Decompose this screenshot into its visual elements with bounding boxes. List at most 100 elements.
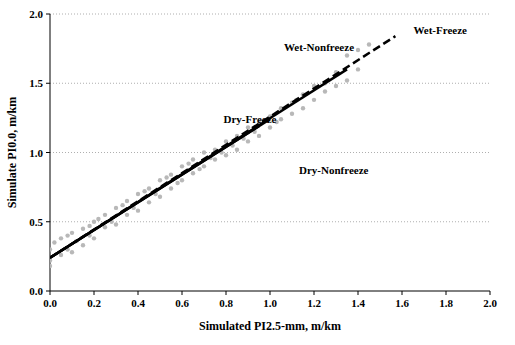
scatter-point — [323, 89, 327, 93]
x-tick — [226, 291, 227, 295]
scatter-point — [312, 98, 316, 102]
x-tick — [490, 291, 491, 295]
x-tick — [402, 291, 403, 295]
scatter-point — [136, 192, 140, 196]
fit-line — [50, 36, 395, 258]
y-tick — [46, 152, 50, 153]
scatter-point — [164, 175, 168, 179]
x-tick — [182, 291, 183, 295]
scatter-point — [301, 106, 305, 110]
y-tick-label: 0.5 — [29, 216, 43, 228]
scatter-point — [147, 200, 151, 204]
grid-line — [50, 152, 490, 153]
y-tick-label: 2.0 — [29, 8, 43, 20]
x-tick-label: 0.0 — [43, 297, 57, 309]
scatter-point — [202, 150, 206, 154]
scatter-point — [169, 186, 173, 190]
scatter-point — [92, 236, 96, 240]
scatter-point — [52, 240, 56, 244]
scatter-point — [125, 199, 129, 203]
series-label: Dry-Nonfreeze — [299, 164, 369, 176]
scatter-point — [279, 117, 283, 121]
x-tick-label: 1.2 — [307, 297, 321, 309]
x-axis-label: Simulated PI2.5-mm, m/km — [199, 319, 341, 333]
y-tick-label: 1.5 — [29, 77, 43, 89]
x-tick-label: 1.0 — [263, 297, 277, 309]
scatter-point — [345, 53, 349, 57]
scatter-point — [142, 189, 146, 193]
x-tick — [50, 291, 51, 295]
series-label: Wet-Freeze — [413, 24, 467, 36]
grid-line — [50, 221, 490, 222]
scatter-point — [246, 139, 250, 143]
scatter-point — [290, 112, 294, 116]
x-tick — [358, 291, 359, 295]
scatter-point — [175, 181, 179, 185]
x-tick — [446, 291, 447, 295]
y-tick-label: 0.0 — [29, 285, 43, 297]
scatter-point — [197, 167, 201, 171]
x-tick — [314, 291, 315, 295]
grid-line — [50, 83, 490, 84]
scatter-point — [114, 206, 118, 210]
y-axis-label: Simulate PI0.0, m/km — [5, 97, 19, 208]
scatter-point — [59, 236, 63, 240]
x-tick-label: 1.6 — [395, 297, 409, 309]
scatter-point — [224, 153, 228, 157]
grid-line — [50, 14, 490, 15]
scatter-point — [246, 125, 250, 129]
scatter-point — [50, 247, 52, 251]
scatter-point — [50, 264, 52, 268]
y-tick — [46, 83, 50, 84]
x-tick — [94, 291, 95, 295]
scatter-point — [235, 148, 239, 152]
y-tick-label: 1.0 — [29, 147, 43, 159]
scatter-point — [180, 178, 184, 182]
scatter-point — [180, 164, 184, 168]
x-tick-label: 1.4 — [351, 297, 365, 309]
scatter-point — [81, 226, 85, 230]
scatter-point — [50, 258, 52, 262]
scatter-point — [334, 84, 338, 88]
series-label: Wet-Nonfreeze — [284, 41, 354, 53]
x-tick-label: 0.8 — [219, 297, 233, 309]
x-tick-label: 0.2 — [87, 297, 101, 309]
y-tick — [46, 14, 50, 15]
scatter-point — [158, 178, 162, 182]
scatter-point — [213, 157, 217, 161]
scatter-point — [202, 164, 206, 168]
scatter-point — [356, 67, 360, 71]
y-tick — [46, 291, 50, 292]
scatter-point — [125, 213, 129, 217]
scatter-point — [70, 250, 74, 254]
scatter-point — [59, 253, 63, 257]
x-tick — [138, 291, 139, 295]
scatter-point — [158, 195, 162, 199]
scatter-point — [65, 233, 69, 237]
scatter-point — [345, 78, 349, 82]
scatter-point — [268, 125, 272, 129]
scatter-point — [136, 208, 140, 212]
scatter-point — [96, 217, 100, 221]
x-tick-label: 0.6 — [175, 297, 189, 309]
scatter-point — [186, 161, 190, 165]
scatter-point — [191, 171, 195, 175]
scatter-point — [103, 213, 107, 217]
scatter-point — [147, 186, 151, 190]
series-label: Dry-Freeze — [224, 113, 277, 125]
scatter-point — [169, 172, 173, 176]
x-tick-label: 0.4 — [131, 297, 145, 309]
scatter-point — [70, 231, 74, 235]
scatter-point — [114, 222, 118, 226]
scatter-point — [191, 157, 195, 161]
scatter-point — [356, 48, 360, 52]
scatter-point — [92, 220, 96, 224]
x-axis — [50, 291, 490, 292]
chart: 0.0 0.5 1.0 1.5 2.0 0.0 0.2 0.4 0.6 0.8 1.0 1.2 1.4 1… — [0, 0, 515, 345]
scatter-point — [367, 42, 371, 46]
plot-area — [50, 36, 395, 268]
scatter-point — [103, 225, 107, 229]
scatter-point — [87, 224, 91, 228]
scatter-point — [120, 203, 124, 207]
x-tick — [270, 291, 271, 295]
